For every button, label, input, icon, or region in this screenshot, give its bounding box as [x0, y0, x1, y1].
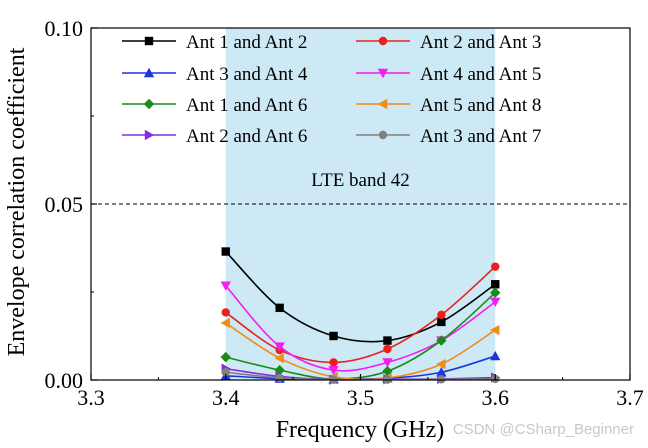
legend-marker	[144, 129, 155, 141]
legend-marker	[143, 98, 155, 110]
data-point-ant-2-and-ant-3	[221, 308, 230, 317]
data-point-ant-1-and-ant-2	[329, 331, 338, 341]
series-ant-1-and-ant-2	[221, 247, 500, 345]
x-tick-label: 3.4	[212, 385, 240, 410]
data-point-ant-2-and-ant-3	[437, 310, 446, 320]
series-line-ant-4-and-ant-5	[225, 285, 496, 372]
data-point-ant-1-and-ant-2	[437, 317, 446, 327]
data-point-ant-4-and-ant-5	[490, 297, 501, 308]
x-tick-label: 3.6	[482, 385, 510, 410]
x-tick-label: 3.7	[616, 385, 644, 410]
data-point-ant-1-and-ant-6	[220, 351, 231, 363]
data-point-ant-2-and-ant-3	[383, 344, 392, 354]
data-point-ant-1-and-ant-2	[275, 303, 284, 313]
legend-marker	[377, 68, 389, 79]
y-tick-label: 0.10	[45, 16, 84, 41]
legend-item-ant-1-and-ant-6: Ant 1 and Ant 6	[122, 95, 307, 116]
y-axis-title: Envelope correlation coefficient	[4, 47, 30, 356]
legend-label: Ant 1 and Ant 6	[186, 95, 307, 116]
legend-marker	[144, 36, 154, 46]
legend-marker	[378, 130, 388, 140]
y-tick-label: 0.05	[45, 192, 84, 217]
legend-marker	[378, 36, 388, 46]
legend-label: Ant 5 and Ant 8	[420, 95, 541, 116]
y-tick-label: 0.00	[45, 368, 84, 393]
legend-marker	[143, 67, 155, 78]
legend-label: Ant 3 and Ant 4	[186, 64, 308, 85]
data-point-ant-2-and-ant-3	[329, 358, 338, 367]
series-line-ant-2-and-ant-3	[225, 266, 496, 364]
legend-marker	[377, 98, 388, 110]
legend-label: Ant 2 and Ant 3	[420, 32, 541, 53]
data-point-ant-3-and-ant-7	[221, 368, 230, 377]
watermark: CSDN @CSharp_Beginner	[453, 421, 634, 438]
legend-item-ant-3-and-ant-4: Ant 3 and Ant 4	[122, 64, 308, 85]
x-tick-label: 3.5	[347, 385, 375, 410]
legend-label: Ant 3 and Ant 7	[420, 126, 541, 147]
data-point-ant-1-and-ant-2	[221, 247, 230, 256]
legend-label: Ant 4 and Ant 5	[420, 64, 541, 85]
legend-item-ant-3-and-ant-7: Ant 3 and Ant 7	[356, 126, 541, 147]
data-point-ant-1-and-ant-6	[490, 287, 501, 298]
data-point-ant-4-and-ant-5	[382, 358, 393, 368]
data-point-ant-5-and-ant-8	[274, 352, 284, 364]
data-point-ant-3-and-ant-7	[275, 373, 284, 383]
legend-item-ant-2-and-ant-3: Ant 2 and Ant 3	[356, 32, 541, 53]
x-tick-label: 3.3	[77, 385, 105, 410]
data-point-ant-5-and-ant-8	[436, 358, 446, 370]
data-point-ant-5-and-ant-8	[490, 324, 500, 336]
series-line-ant-1-and-ant-2	[225, 250, 496, 343]
data-point-ant-1-and-ant-6	[436, 335, 447, 346]
legend-label: Ant 2 and Ant 6	[186, 126, 307, 147]
legend-item-ant-4-and-ant-5: Ant 4 and Ant 5	[356, 64, 541, 85]
data-point-ant-4-and-ant-5	[274, 342, 285, 352]
data-point-ant-3-and-ant-4	[436, 367, 447, 377]
band-label: LTE band 42	[311, 170, 410, 191]
data-point-ant-3-and-ant-7	[437, 375, 446, 384]
legend-item-ant-1-and-ant-2: Ant 1 and Ant 2	[122, 32, 307, 53]
data-point-ant-4-and-ant-5	[220, 281, 231, 291]
legend-item-ant-5-and-ant-8: Ant 5 and Ant 8	[356, 95, 541, 116]
legend-label: Ant 1 and Ant 2	[186, 32, 307, 53]
x-axis-title: Frequency (GHz)	[276, 417, 445, 443]
legend-item-ant-2-and-ant-6: Ant 2 and Ant 6	[122, 126, 307, 147]
data-point-ant-5-and-ant-8	[220, 317, 230, 329]
data-point-ant-2-and-ant-3	[491, 262, 500, 271]
data-point-ant-1-and-ant-2	[491, 280, 500, 289]
data-point-ant-3-and-ant-4	[490, 350, 501, 361]
data-point-ant-4-and-ant-5	[328, 365, 339, 376]
data-point-ant-1-and-ant-2	[383, 336, 392, 345]
